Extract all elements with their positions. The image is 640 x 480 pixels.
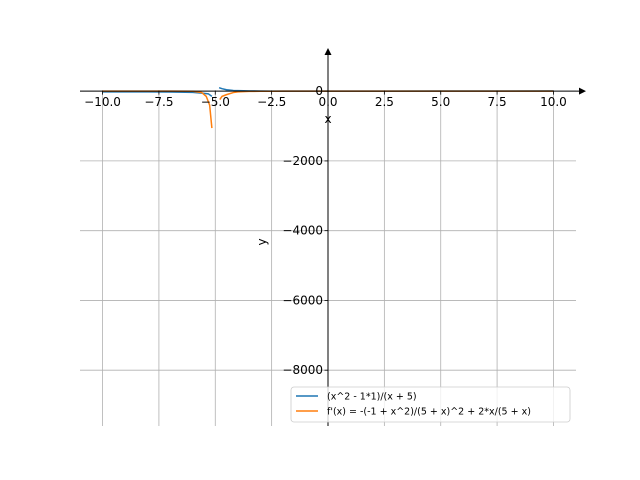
y-tick-label: 0 <box>315 84 323 98</box>
x-tick-label: −2.5 <box>257 95 286 109</box>
y-axis-label: y <box>255 238 269 245</box>
x-tick-label: 2.5 <box>375 95 394 109</box>
tick-labels: −10.0 −7.5 −5.0 −2.5 0.0 2.5 5.0 7.5 10.0 0 −2000 −… <box>84 84 567 377</box>
x-axis-arrow <box>579 87 586 95</box>
legend-label-series-2: f'(x) = -(-1 + x^2)/(5 + x)^2 + 2*x/(5 +… <box>327 407 531 418</box>
y-tick-label: −8000 <box>282 363 323 377</box>
x-tick-label: 0.0 <box>318 95 337 109</box>
x-tick-label: 5.0 <box>431 95 450 109</box>
x-tick-label: 7.5 <box>488 95 507 109</box>
legend-label-series-1: (x^2 - 1*1)/(x + 5) <box>327 392 417 403</box>
y-tick-label: −4000 <box>282 224 323 238</box>
x-tick-label: 10.0 <box>540 95 567 109</box>
y-tick-label: −2000 <box>282 154 323 168</box>
y-axis-arrow <box>324 48 332 55</box>
legend-box <box>290 386 571 423</box>
axes <box>80 48 586 426</box>
legend: (x^2 - 1*1)/(x + 5) f'(x) = -(-1 + x^2)/… <box>290 386 571 423</box>
x-tick-label: −10.0 <box>84 95 121 109</box>
x-tick-label: −7.5 <box>144 95 173 109</box>
x-axis-label: x <box>324 112 331 126</box>
y-tick-label: −6000 <box>282 293 323 307</box>
x-tick-label: −5.0 <box>201 95 230 109</box>
